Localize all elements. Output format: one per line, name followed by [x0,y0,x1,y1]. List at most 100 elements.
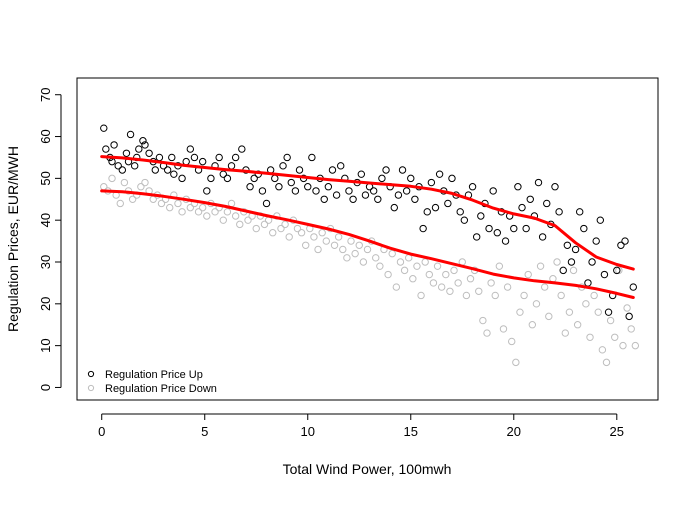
data-point [596,216,605,224]
data-point [619,341,627,350]
data-point [586,333,594,341]
data-point [108,174,116,183]
data-point [456,208,464,216]
data-point [425,270,434,279]
data-point [565,308,574,316]
data-point [322,237,330,245]
data-point [384,270,392,279]
data-point [343,254,351,262]
x-axis-label: Total Wind Power, 100mwh [283,461,452,477]
data-point [332,191,341,199]
data-point [454,279,462,287]
data-point [166,203,174,212]
data-point [518,203,526,212]
data-point [110,141,118,149]
y-tick-label: 0 [38,384,53,391]
data-point [324,183,333,191]
series-price-up [100,124,637,321]
data-point [170,170,178,178]
data-point [594,308,602,316]
x-tick-label: 5 [201,424,208,439]
data-point [126,130,135,139]
data-point [516,308,524,316]
plot-frame [76,77,659,401]
data-point [378,174,386,183]
data-point [279,162,287,170]
data-point [157,199,166,208]
data-point [540,283,549,291]
data-point [207,174,215,183]
data-point [236,220,244,229]
data-point [559,266,567,275]
data-point [361,191,370,199]
data-point [576,208,584,216]
data-point [419,224,427,233]
x-tick-label: 15 [404,424,418,439]
data-point [629,283,637,291]
series-layer [100,124,640,367]
data-point [510,224,518,233]
data-point [122,149,131,157]
data-point [250,174,258,183]
smoothed-trend-line [100,189,635,299]
data-point [269,229,277,237]
data-point [349,195,357,203]
data-point [623,304,631,312]
data-point [174,199,182,208]
data-point [275,183,283,191]
data-point [186,203,195,212]
data-point [330,241,339,249]
data-point [390,203,398,212]
y-tick-label: 10 [38,338,53,352]
data-point [592,237,600,245]
data-point [281,220,289,229]
data-point [493,229,501,237]
series-price-down [100,174,640,367]
y-tick-label: 60 [38,129,53,143]
y-axis-label: Regulation Prices, EUR/MWH [5,146,21,332]
data-point [621,237,629,245]
data-point [400,266,409,275]
data-point [625,312,633,321]
data-point [557,291,565,300]
data-point [561,329,569,337]
data-point [409,275,417,283]
data-point [388,249,396,258]
data-point [260,220,269,229]
data-point [534,178,543,187]
data-point [238,145,246,153]
data-point [514,183,522,191]
data-point [211,208,219,216]
data-point [545,312,553,321]
data-point [310,233,318,241]
data-point [600,270,609,279]
data-point [382,166,390,174]
data-point [376,262,384,270]
data-point [178,174,186,183]
data-point [293,224,302,233]
data-point [320,195,328,203]
data-point [411,195,419,203]
data-point [407,174,415,183]
data-point [203,187,211,195]
data-point [219,170,227,178]
legend-marker [87,370,95,378]
data-point [190,153,199,162]
data-point [314,245,322,254]
data-point [532,300,541,308]
data-point [479,316,487,325]
data-point [588,258,596,266]
data-point [355,241,363,249]
data-point [178,208,186,216]
data-point [472,233,481,241]
data-point [495,262,504,270]
data-point [374,195,382,203]
data-point [528,321,537,329]
data-point [526,195,534,203]
data-point [584,279,592,287]
data-point [287,178,295,187]
data-point [244,216,252,224]
data-point [613,266,621,275]
data-point [611,333,619,341]
